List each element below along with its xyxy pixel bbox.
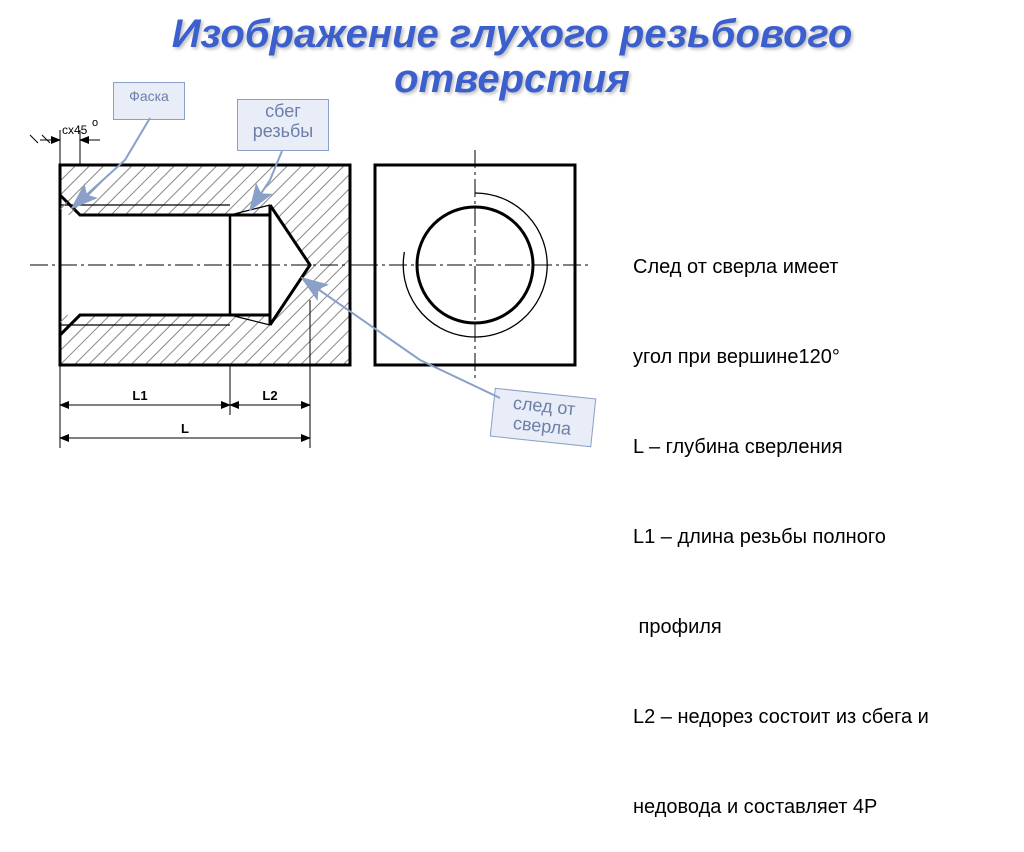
technical-drawing: L1 L2 L сх45 о	[0, 0, 1024, 767]
front-view	[360, 150, 590, 380]
section-view	[30, 165, 365, 365]
dim-L1: L1	[132, 388, 147, 403]
dim-chamfer-deg: о	[92, 117, 98, 129]
dim-L: L	[181, 421, 189, 436]
dim-L2: L2	[262, 388, 277, 403]
dim-chamfer: сх45	[62, 123, 88, 137]
desc-l6: недовода и составляет 4Р	[633, 792, 929, 822]
